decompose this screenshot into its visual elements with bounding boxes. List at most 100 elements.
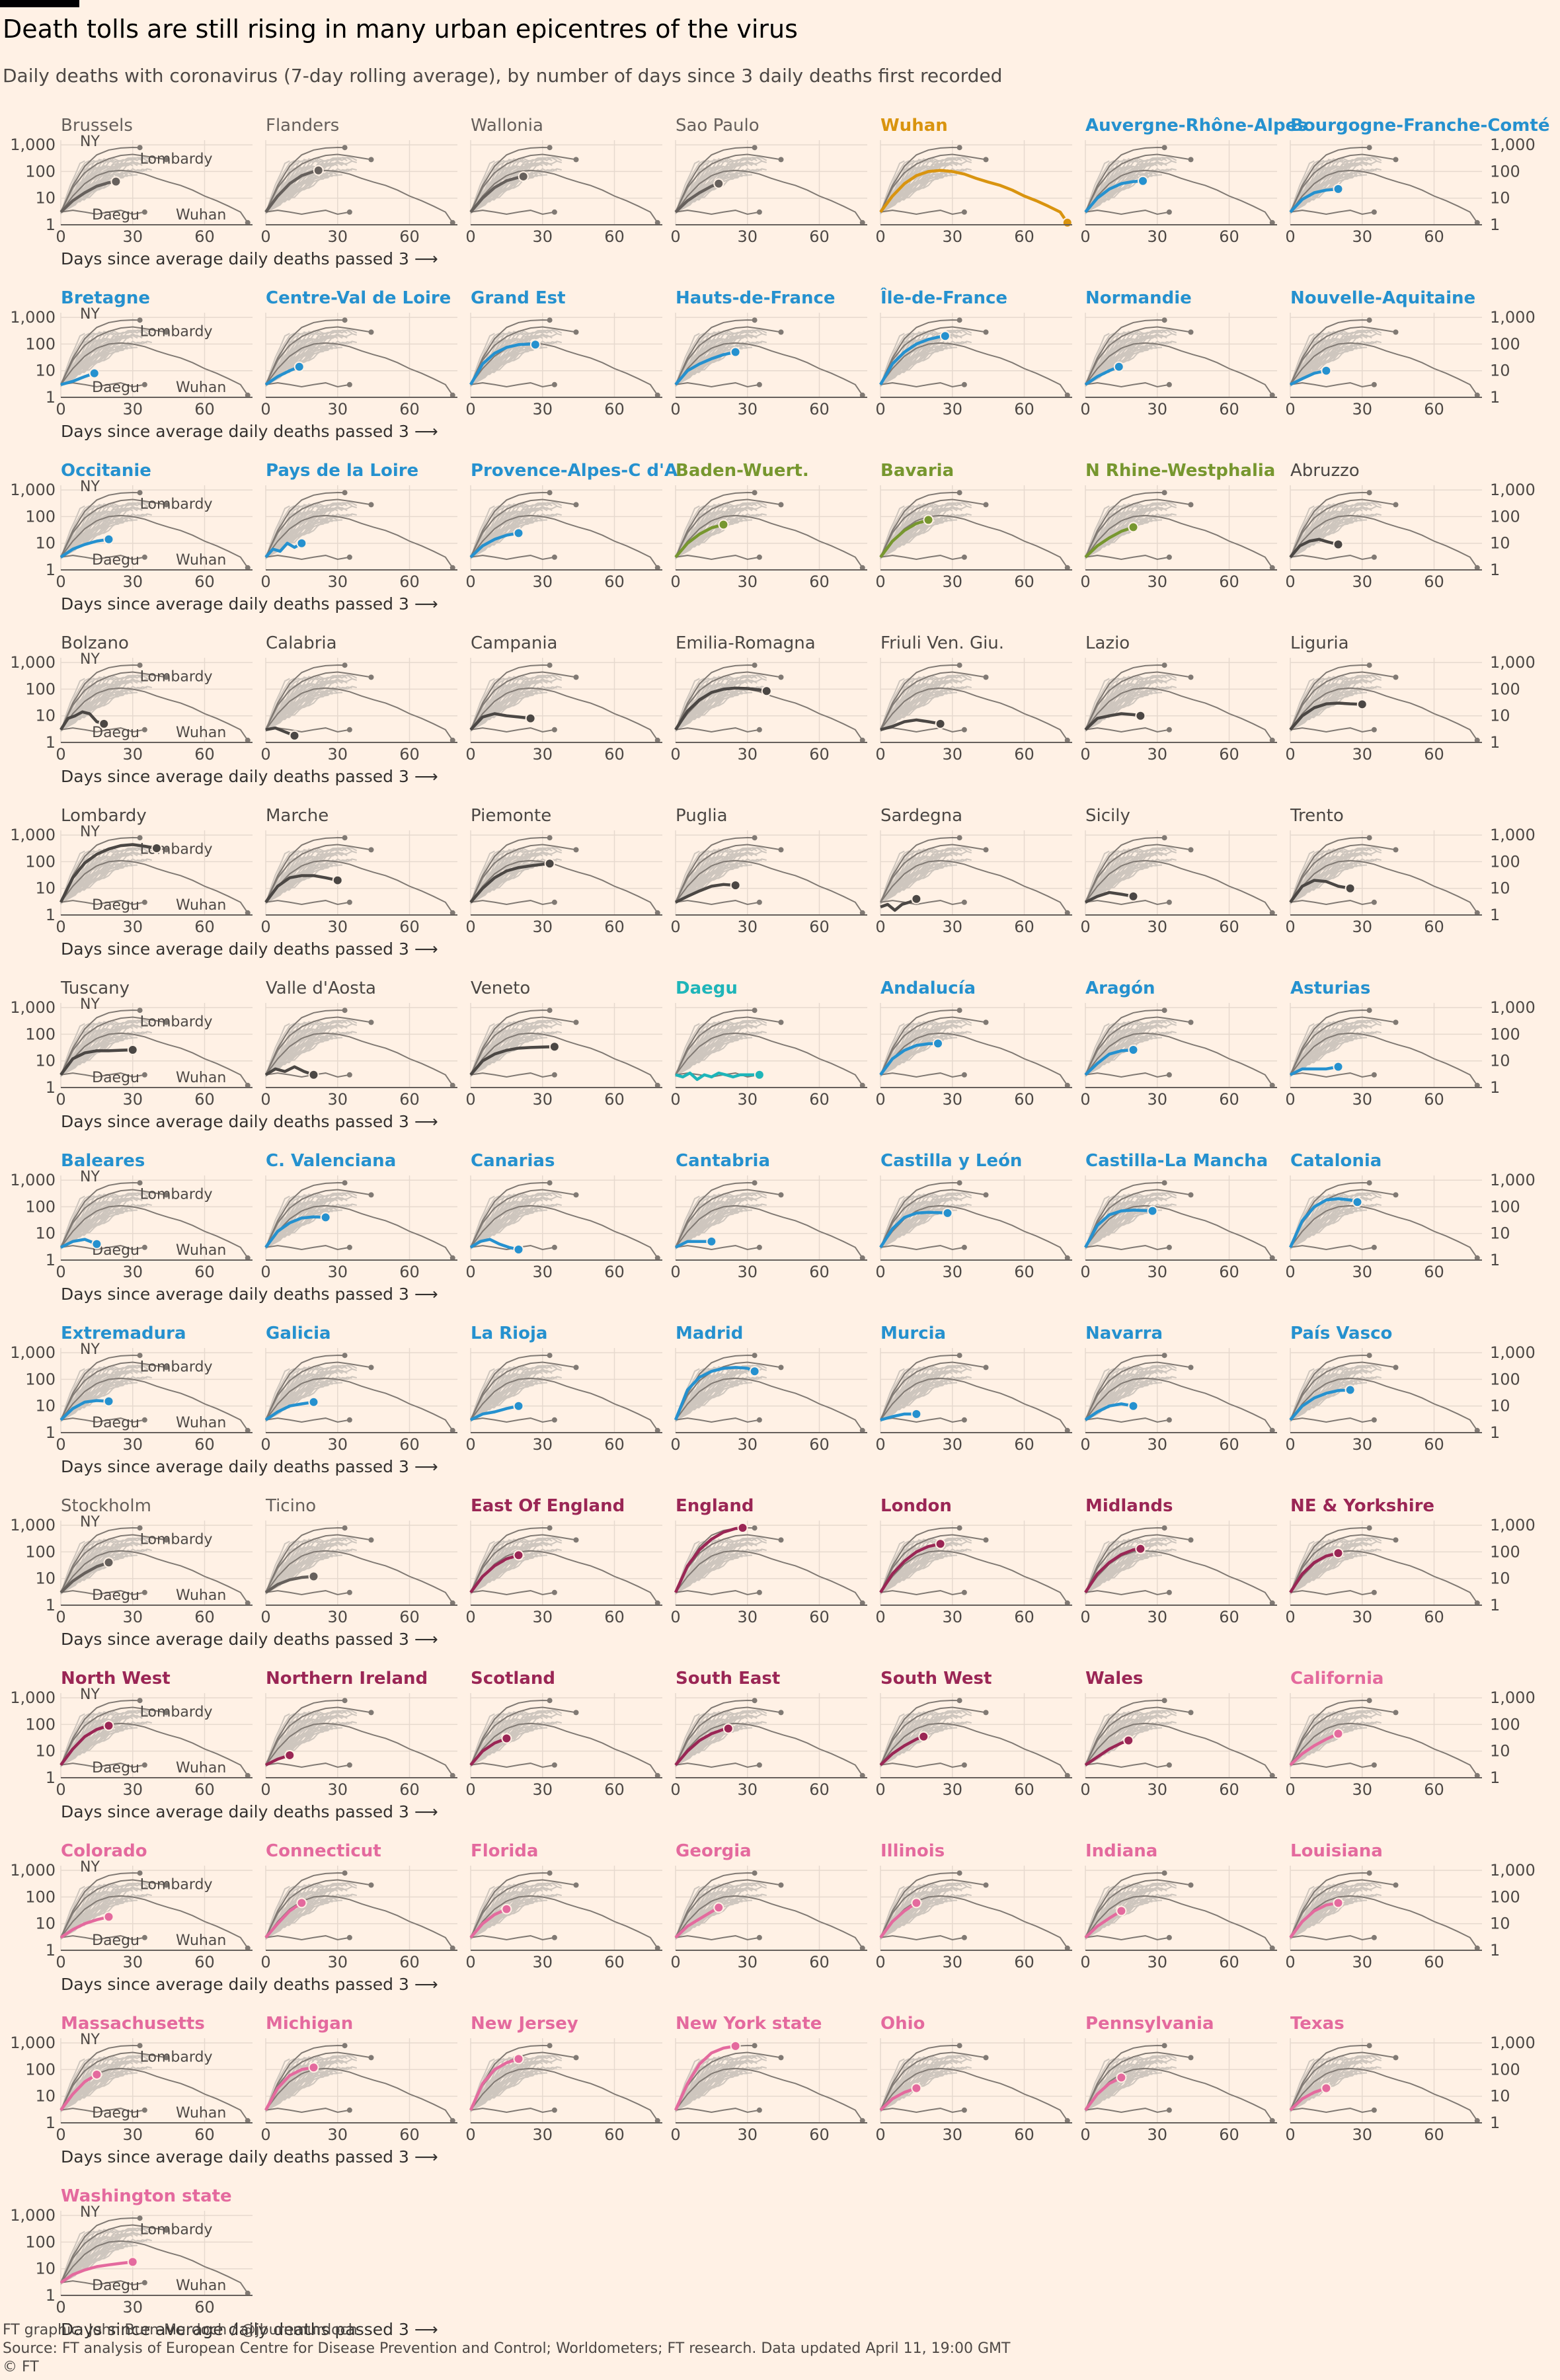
reference-label: Lombardy — [140, 1013, 213, 1030]
reference-series-lombardy — [675, 153, 781, 213]
highlight-series — [879, 169, 1069, 224]
background-series — [1290, 505, 1315, 559]
reference-endpoint — [1166, 1589, 1172, 1595]
highlight-endpoint — [89, 368, 100, 379]
reference-endpoint — [1393, 502, 1399, 508]
x-tick-label: 30 — [737, 1090, 758, 1109]
panel-title: Indiana — [1085, 1841, 1157, 1861]
reference-endpoint — [1366, 1008, 1372, 1013]
y-tick-label: 10 — [1490, 189, 1510, 208]
reference-label: Wuhan — [176, 379, 226, 396]
highlight-endpoint — [1333, 1548, 1344, 1559]
x-tick-label: 60 — [604, 1608, 625, 1626]
reference-series-wuhan — [675, 1032, 863, 1086]
x-tick-label: 0 — [260, 1780, 270, 1799]
background-series — [470, 684, 510, 733]
reference-series-daegu — [1085, 555, 1170, 560]
background-series — [60, 859, 143, 904]
reference-series-ny — [265, 1010, 345, 1076]
reference-series-ny — [265, 492, 345, 558]
reference-label: Wuhan — [176, 1760, 226, 1776]
y-tick-label: 1,000 — [10, 136, 56, 154]
reference-series-daegu — [675, 1245, 760, 1250]
x-tick-label: 30 — [737, 400, 758, 418]
panel-title: Scotland — [471, 1669, 555, 1688]
x-tick-label: 0 — [670, 1435, 680, 1454]
background-series — [265, 1543, 329, 1595]
reference-endpoint — [961, 1762, 967, 1768]
highlight-endpoint — [549, 1041, 560, 1052]
x-tick-label: 30 — [327, 745, 348, 764]
reference-endpoint — [756, 1762, 762, 1768]
highlight-series — [1289, 701, 1362, 731]
reference-endpoint — [1371, 899, 1377, 905]
x-tick-label: 60 — [1014, 573, 1034, 591]
background-series — [265, 335, 329, 387]
reference-series-wuhan — [675, 1205, 863, 1259]
reference-label: Lombardy — [140, 841, 213, 857]
x-tick-label: 30 — [532, 1780, 553, 1799]
panel-title: Bourgogne-Franche-Comté — [1290, 116, 1549, 136]
reference-series-ny — [1085, 664, 1165, 731]
reference-endpoint — [778, 1882, 784, 1888]
x-tick-label: 0 — [1080, 1953, 1090, 1971]
x-tick-label: 30 — [1147, 1263, 1167, 1281]
highlight-endpoint — [713, 178, 724, 189]
background-series — [470, 160, 495, 214]
reference-series-lombardy — [470, 498, 576, 558]
reference-series-wuhan — [60, 1377, 249, 1431]
reference-endpoint — [752, 1698, 758, 1704]
x-tick-label: 30 — [532, 227, 553, 246]
reference-endpoint — [654, 737, 660, 743]
reference-series-daegu — [1290, 1245, 1375, 1250]
background-series — [60, 1204, 143, 1249]
reference-series-daegu — [265, 1072, 350, 1078]
highlight-endpoint — [332, 875, 343, 886]
background-series — [60, 1892, 100, 1940]
reference-series-ny — [1290, 1010, 1370, 1076]
panel-title: Nouvelle-Aquitaine — [1290, 288, 1475, 308]
x-tick-label: 0 — [465, 227, 475, 246]
panel-title: Castilla-La Mancha — [1085, 1151, 1268, 1171]
reference-series-wuhan — [60, 1895, 249, 1949]
reference-endpoint — [1366, 1698, 1372, 1704]
reference-endpoint — [137, 490, 143, 496]
background-series — [1290, 853, 1353, 904]
background-series — [60, 1025, 124, 1077]
reference-endpoint — [859, 1772, 865, 1778]
reference-series-lombardy — [880, 1534, 986, 1593]
x-tick-label: 30 — [737, 573, 758, 591]
y-tick-label: 10 — [35, 1052, 56, 1070]
reference-label: NY — [80, 824, 100, 840]
reference-endpoint — [859, 910, 865, 916]
reference-series-ny — [1085, 1182, 1165, 1248]
reference-endpoint — [245, 1082, 251, 1088]
x-tick-label: 0 — [465, 400, 475, 418]
background-series — [265, 505, 290, 559]
x-tick-label: 30 — [1147, 400, 1167, 418]
y-tick-label: 1,000 — [1490, 998, 1536, 1017]
x-tick-label: 30 — [1352, 1953, 1372, 1971]
x-tick-label: 0 — [670, 1090, 680, 1109]
x-tick-label: 30 — [327, 1263, 348, 1281]
background-series — [1085, 859, 1167, 904]
reference-series-daegu — [1290, 900, 1375, 905]
reference-series-wuhan — [470, 687, 658, 741]
background-series — [470, 1549, 553, 1594]
reference-series-ny — [265, 1182, 345, 1248]
reference-endpoint — [1188, 847, 1194, 853]
highlight-endpoint — [308, 1069, 319, 1080]
highlight-endpoint — [103, 1720, 114, 1731]
reference-endpoint — [547, 1525, 553, 1531]
panel-title: Northern Ireland — [266, 1669, 428, 1688]
y-tick-label: 1,000 — [10, 653, 56, 672]
background-series — [880, 505, 972, 557]
reference-series-wuhan — [1290, 1895, 1478, 1949]
highlight-series — [1289, 537, 1339, 559]
